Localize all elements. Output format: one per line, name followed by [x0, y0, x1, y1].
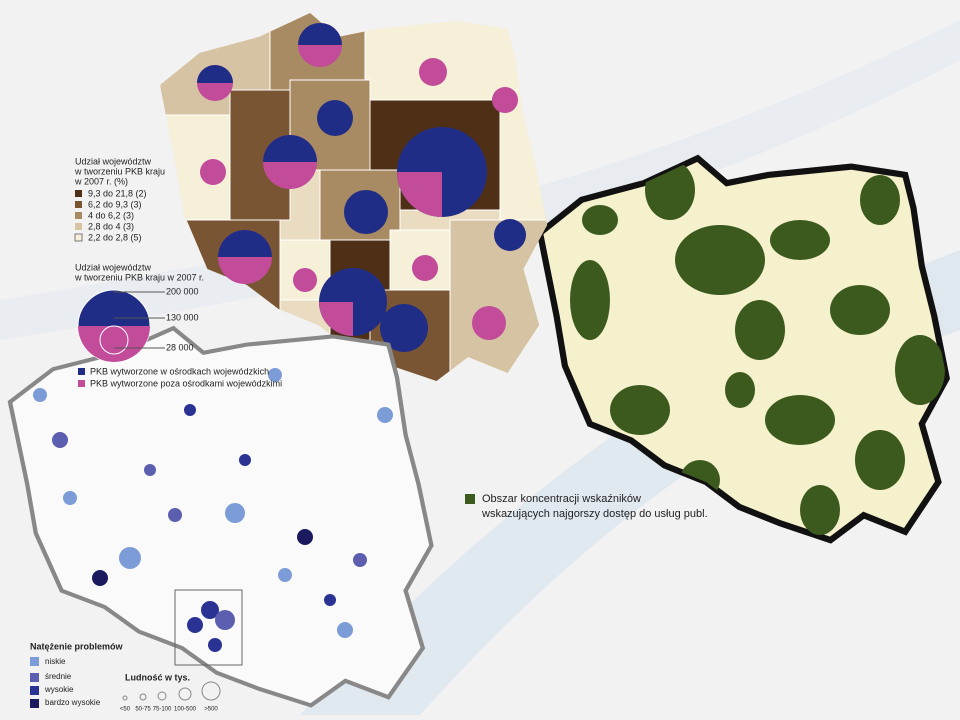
- population-legend: Ludność w tys. <50 50-75 75-100 100-500 …: [120, 672, 221, 713]
- gdp-share-legend: Udział województw w tworzeniu PKB kraju …: [74, 156, 165, 242]
- legend-title: Udział województw: [75, 262, 152, 272]
- legend-item: 100-500: [174, 707, 197, 713]
- legend-item: niskie: [45, 657, 66, 666]
- legend-title: Udział województw: [75, 156, 152, 166]
- legend-item: Obszar koncentracji wskaźników: [482, 493, 641, 505]
- legend-title: w tworzeniu PKB kraju w 2007 r.: [74, 272, 204, 282]
- legend-item: wskazujących najgorszy dostęp do usług p…: [481, 508, 708, 520]
- legend-item: PKB wytworzone w ośrodkach wojewódzkich: [90, 366, 269, 376]
- legend-item: 50-75: [135, 707, 151, 713]
- legend-item: średnie: [45, 672, 72, 681]
- pie: [197, 23, 526, 352]
- legend-item: 4 do 6,2 (3): [88, 210, 134, 220]
- access-map: [540, 158, 947, 540]
- legend-item: wysokie: [44, 685, 74, 694]
- legend-item: 9,3 do 21,8 (2): [88, 188, 147, 198]
- problems-legend: Natężenie problemów niskie średnie wysok…: [30, 641, 124, 708]
- legend-item: 6,2 do 9,3 (3): [88, 199, 142, 209]
- legend-title: w 2007 r. (%): [74, 176, 128, 186]
- legend-item: 2,2 do 2,8 (5): [88, 232, 142, 242]
- size-label: 200 000: [166, 286, 199, 296]
- services-legend: Obszar koncentracji wskaźników wskazując…: [465, 493, 708, 520]
- gdp-pie-legend: Udział województw w tworzeniu PKB kraju …: [74, 262, 282, 388]
- legend-title: w tworzeniu PKB kraju: [74, 166, 165, 176]
- legend-title: Natężenie problemów: [30, 641, 124, 651]
- legend-item: >500: [204, 707, 218, 713]
- legend-item: 2,8 do 4 (3): [88, 221, 134, 231]
- legend-item: <50: [120, 707, 131, 713]
- problems-map: [10, 328, 431, 705]
- size-label: 130 000: [166, 312, 199, 322]
- size-label: 28 000: [166, 342, 194, 352]
- legend-item: bardzo wysokie: [45, 698, 101, 707]
- legend-item: PKB wytworzone poza ośrodkami wojewódzki…: [90, 378, 282, 388]
- gdp-map: [160, 13, 548, 381]
- legend-item: 75-100: [153, 707, 172, 713]
- legend-title: Ludność w tys.: [125, 672, 190, 682]
